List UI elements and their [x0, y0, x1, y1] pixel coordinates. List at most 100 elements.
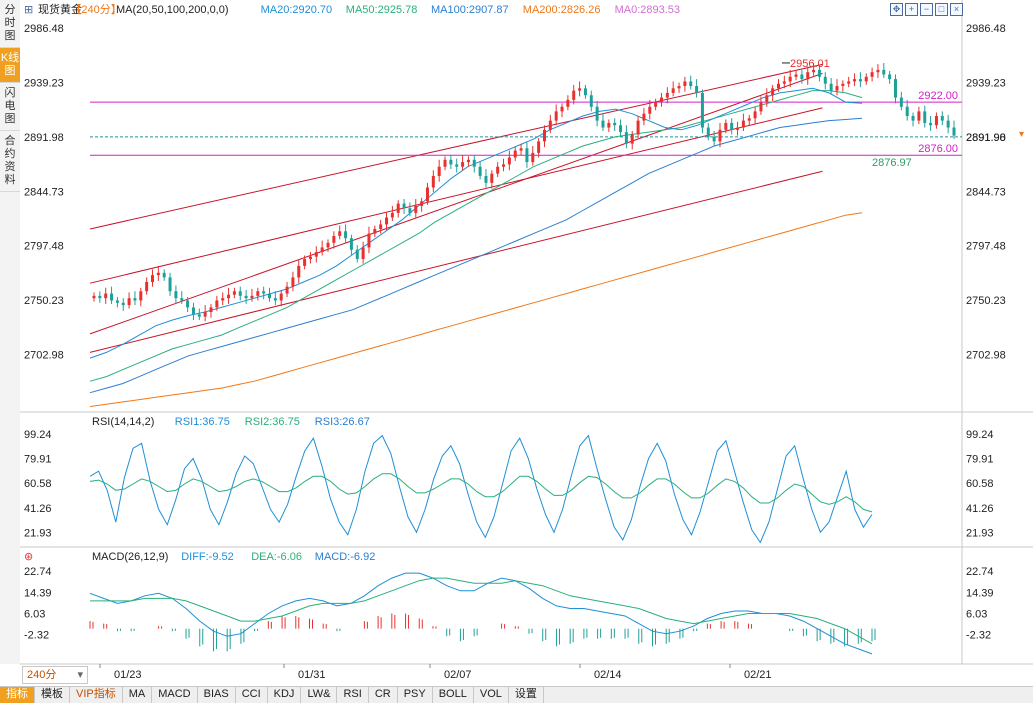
candle-body-38 — [314, 252, 318, 257]
indicator-tab-macd[interactable]: MACD — [152, 687, 198, 703]
indicator-tab-rsi[interactable]: RSI — [337, 687, 369, 703]
candle-body-48 — [373, 228, 377, 234]
candle-body-99 — [671, 88, 675, 93]
candle-body-88 — [607, 122, 611, 128]
candle-body-5 — [121, 302, 125, 306]
rsi-tick-right-4: 21.93 — [966, 527, 994, 539]
candle-body-46 — [361, 247, 365, 259]
candle-body-12 — [162, 272, 166, 278]
candle-body-68 — [490, 173, 494, 183]
low-label: 2876.97 — [872, 157, 912, 169]
candle-body-23 — [227, 294, 231, 299]
high-label: 2956.01 — [790, 58, 830, 70]
candle-body-109 — [730, 122, 734, 130]
candle-body-19 — [203, 312, 207, 317]
candle-body-112 — [747, 118, 751, 121]
grid-icon: ⊞ — [24, 4, 33, 16]
ma50-value: MA50:2925.78 — [346, 4, 418, 16]
candle-body-49 — [379, 224, 383, 229]
indicator-tab-lw[interactable]: LW& — [301, 687, 338, 703]
candle-body-16 — [186, 300, 190, 308]
candle-body-57 — [425, 187, 429, 202]
candle-body-66 — [478, 166, 482, 176]
indicator-tab-vol[interactable]: VOL — [474, 687, 509, 703]
indicator-tab-[interactable]: 指标 — [0, 687, 35, 703]
rsi-tick-left-2: 60.58 — [24, 478, 52, 490]
indicator-tab-[interactable]: 设置 — [509, 687, 544, 703]
candle-body-17 — [191, 307, 195, 315]
candle-body-111 — [741, 120, 745, 128]
price-tick-right-3: 2844.73 — [966, 186, 1006, 198]
macd-tick-right-1: 14.39 — [966, 587, 994, 599]
zoom-in-icon[interactable]: + — [905, 3, 918, 16]
candle-body-65 — [472, 159, 476, 167]
price-tick-left-5: 2750.23 — [24, 295, 64, 307]
candle-body-41 — [332, 235, 336, 243]
candle-body-97 — [659, 97, 663, 103]
indicator-tab-bias[interactable]: BIAS — [198, 687, 236, 703]
candle-body-25 — [238, 291, 242, 296]
candle-body-21 — [215, 300, 219, 308]
candle-body-61 — [449, 159, 453, 165]
candle-body-4 — [115, 300, 119, 303]
indicator-tab-ma[interactable]: MA — [123, 687, 153, 703]
indicator-tab-cci[interactable]: CCI — [236, 687, 268, 703]
period-selector[interactable]: 240分 ▾ — [22, 666, 88, 684]
ma-label: MA(20,50,100,200,0,0) — [116, 4, 229, 16]
indicator-tab-boll[interactable]: BOLL — [433, 687, 474, 703]
indicator-tab-cr[interactable]: CR — [369, 687, 398, 703]
rail-tab-2[interactable]: 闪电图 — [0, 83, 20, 131]
candle-body-8 — [139, 291, 143, 301]
indicator-tab-vip[interactable]: VIP指标 — [70, 687, 123, 703]
candle-body-2 — [104, 293, 108, 299]
candle-body-87 — [601, 120, 605, 128]
candle-body-13 — [168, 277, 172, 292]
candle-body-89 — [613, 122, 617, 126]
candle-body-125 — [823, 76, 827, 84]
zoom-out-icon[interactable]: − — [920, 3, 933, 16]
macd-dea-value: DEA:-6.06 — [251, 551, 302, 563]
rail-tab-0[interactable]: 分时图 — [0, 0, 20, 48]
rail-tab-1[interactable]: K线图 — [0, 48, 20, 83]
rsi-tick-right-1: 79.91 — [966, 454, 994, 466]
rsi-tick-left-4: 21.93 — [24, 527, 52, 539]
rail-tab-3[interactable]: 合约资料 — [0, 131, 20, 192]
indicator-tab-[interactable]: 模板 — [35, 687, 70, 703]
candle-body-29 — [262, 291, 266, 294]
candle-body-28 — [256, 291, 260, 296]
candle-body-30 — [268, 293, 272, 299]
candle-body-0 — [92, 295, 96, 299]
indicator-tab-psy[interactable]: PSY — [398, 687, 433, 703]
period-tag: 【240分】 — [70, 3, 121, 16]
price-tick-right-1: 2939.23 — [966, 77, 1006, 89]
candle-body-138 — [899, 97, 903, 107]
chart-background — [20, 0, 1033, 686]
candle-body-101 — [683, 81, 687, 87]
macd-tick-left-3: -2.32 — [24, 630, 49, 642]
ma200-line — [89, 212, 863, 407]
rsi-label: RSI(14,14,2) — [92, 416, 154, 428]
candle-body-130 — [853, 79, 857, 82]
candle-body-107 — [718, 129, 722, 142]
candle-body-116 — [771, 88, 775, 96]
candle-body-105 — [706, 127, 710, 137]
ma200-value: MA200:2826.26 — [523, 4, 601, 16]
candle-body-36 — [303, 258, 307, 266]
candle-body-140 — [911, 116, 915, 121]
candle-body-96 — [654, 102, 658, 107]
macd-tick-left-1: 14.39 — [24, 587, 52, 599]
chevron-down-icon: ▾ — [77, 669, 83, 681]
move-icon[interactable]: ✥ — [890, 3, 903, 16]
candle-body-127 — [835, 86, 839, 91]
expand-icon[interactable]: □ — [935, 3, 948, 16]
indicator-tab-kdj[interactable]: KDJ — [268, 687, 302, 703]
candle-body-37 — [308, 256, 312, 259]
candle-body-126 — [829, 83, 833, 91]
close-icon[interactable]: × — [950, 3, 963, 16]
ma20-value: MA20:2920.70 — [261, 4, 333, 16]
macd-label: MACD(26,12,9) — [92, 551, 168, 563]
candle-body-53 — [402, 203, 406, 209]
candle-body-102 — [689, 81, 693, 87]
price-tick-right-0: 2986.48 — [966, 23, 1006, 35]
